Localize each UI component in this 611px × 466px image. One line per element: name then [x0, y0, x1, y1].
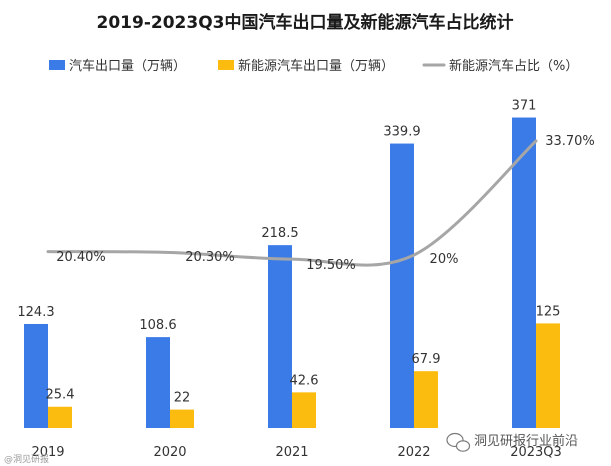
- x-tick-label-2023Q3: 2023Q3: [510, 445, 562, 460]
- export-value-label-2023Q3: 371: [512, 99, 537, 114]
- export-bar-2020: [146, 337, 170, 428]
- nev-export-bar-2019: [48, 406, 72, 428]
- watermark-text: 洞见研报行业前沿: [474, 433, 578, 449]
- export-value-label-2021: 218.5: [261, 226, 298, 241]
- legend-swatch-exports: [49, 60, 65, 70]
- export-value-label-2022: 339.9: [383, 125, 420, 140]
- nev-export-bar-2021: [292, 392, 316, 428]
- x-tick-label-2020: 2020: [153, 445, 186, 460]
- nev-export-bar-2022: [414, 371, 438, 428]
- nev-export-value-label-2021: 42.6: [290, 373, 319, 388]
- watermark-small-text: @洞见研报: [4, 453, 49, 465]
- legend-swatch-nev-exports: [218, 60, 234, 70]
- export-bar-2023Q3: [512, 117, 536, 428]
- nev-export-bar-2023Q3: [536, 323, 560, 428]
- nev-share-label-2021: 19.50%: [306, 258, 356, 273]
- x-tick-label-2019: 2019: [31, 445, 64, 460]
- nev-share-label-2019: 20.40%: [56, 250, 106, 265]
- export-bar-2022: [390, 143, 414, 428]
- legend-label-nev-share: 新能源汽车占比（%）: [449, 58, 578, 74]
- nev-export-value-label-2019: 25.4: [46, 388, 75, 403]
- x-tick-label-2022: 2022: [397, 445, 430, 460]
- nev-export-value-label-2023Q3: 125: [536, 304, 561, 319]
- nev-share-label-2020: 20.30%: [185, 250, 235, 265]
- watermark: 洞见研报行业前沿 @洞见研报: [4, 432, 578, 465]
- export-value-label-2019: 124.3: [17, 305, 54, 320]
- chart-title: 2019-2023Q3中国汽车出口量及新能源汽车占比统计: [97, 12, 514, 33]
- nev-export-value-label-2022: 67.9: [412, 352, 441, 367]
- legend-label-exports: 汽车出口量（万辆）: [69, 58, 186, 74]
- wechat-icon: [446, 432, 471, 452]
- nev-export-value-label-2020: 22: [174, 391, 191, 406]
- nev-share-line: [46, 139, 538, 267]
- legend-label-nev-exports: 新能源汽车出口量（万辆）: [238, 58, 394, 74]
- nev-share-label-2023Q3: 33.70%: [545, 134, 595, 149]
- legend: 汽车出口量（万辆） 新能源汽车出口量（万辆） 新能源汽车占比（%）: [49, 58, 578, 74]
- export-bar-2019: [24, 323, 48, 428]
- export-bar-2021: [268, 245, 292, 428]
- export-value-label-2020: 108.6: [139, 318, 176, 333]
- nev-export-bar-2020: [170, 409, 194, 428]
- nev-share-label-2022: 20%: [430, 252, 459, 267]
- x-tick-label-2021: 2021: [275, 445, 308, 460]
